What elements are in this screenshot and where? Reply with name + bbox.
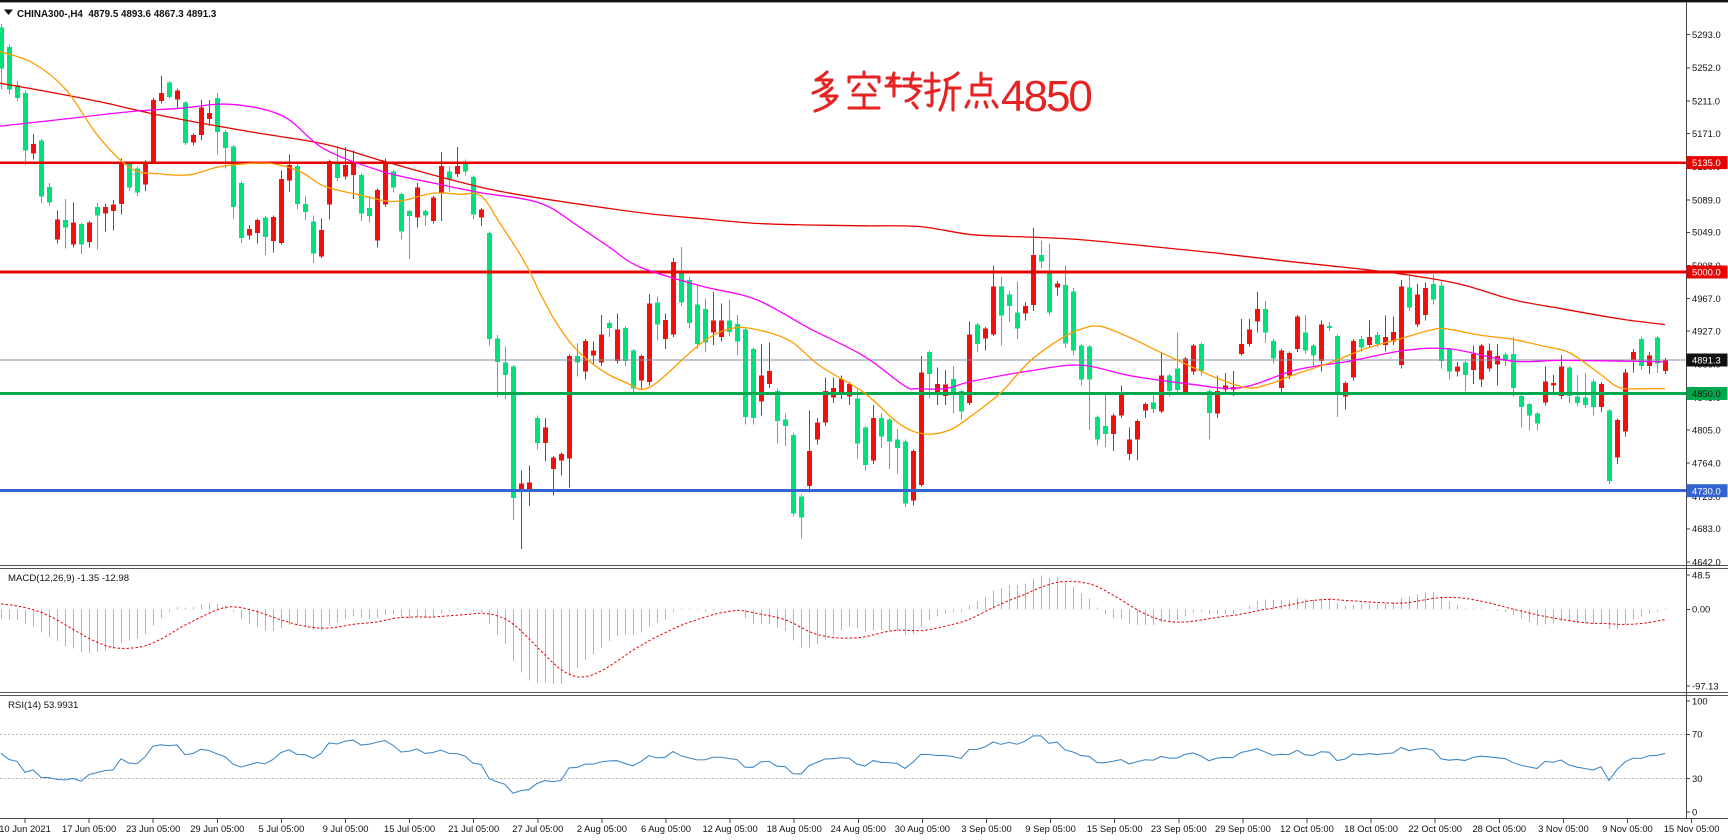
svg-text:4642.0: 4642.0 [1692,556,1721,567]
svg-text:30 Aug 05:00: 30 Aug 05:00 [895,823,950,834]
svg-text:3 Nov 05:00: 3 Nov 05:00 [1538,823,1589,834]
svg-text:100: 100 [1692,695,1708,706]
svg-text:4967.0: 4967.0 [1692,293,1721,304]
svg-text:12 Oct 05:00: 12 Oct 05:00 [1280,823,1334,834]
svg-text:5000.0: 5000.0 [1692,267,1721,278]
svg-text:24 Aug 05:00: 24 Aug 05:00 [831,823,886,834]
svg-text:17 Jun 05:00: 17 Jun 05:00 [62,823,116,834]
svg-text:4891.3: 4891.3 [1692,355,1721,366]
svg-text:5171.0: 5171.0 [1692,128,1721,139]
svg-text:29 Sep 05:00: 29 Sep 05:00 [1215,823,1271,834]
svg-text:MACD(12,26,9) -1.35 -12.98: MACD(12,26,9) -1.35 -12.98 [8,573,129,584]
svg-text:4850.0: 4850.0 [1692,388,1721,399]
svg-text:3 Sep 05:00: 3 Sep 05:00 [961,823,1012,834]
svg-text:4927.0: 4927.0 [1692,326,1721,337]
svg-text:12 Aug 05:00: 12 Aug 05:00 [702,823,757,834]
svg-text:28 Oct 05:00: 28 Oct 05:00 [1472,823,1526,834]
svg-text:RSI(14) 53.9931: RSI(14) 53.9931 [8,700,78,711]
svg-text:5293.0: 5293.0 [1692,29,1721,40]
svg-text:-97.13: -97.13 [1692,680,1719,691]
svg-text:2 Aug 05:00: 2 Aug 05:00 [577,823,627,834]
svg-text:15 Sep 05:00: 15 Sep 05:00 [1087,823,1143,834]
svg-text:27 Jul 05:00: 27 Jul 05:00 [512,823,563,834]
svg-text:21 Jul 05:00: 21 Jul 05:00 [448,823,499,834]
svg-text:23 Jun 05:00: 23 Jun 05:00 [126,823,180,834]
svg-text:4730.0: 4730.0 [1692,485,1721,496]
svg-text:30: 30 [1692,773,1702,784]
svg-text:9 Jul 05:00: 9 Jul 05:00 [323,823,369,834]
svg-text:5049.0: 5049.0 [1692,227,1721,238]
svg-text:5211.0: 5211.0 [1692,95,1720,106]
svg-text:5252.0: 5252.0 [1692,62,1721,73]
svg-text:18 Oct 05:00: 18 Oct 05:00 [1344,823,1398,834]
svg-text:5008.0: 5008.0 [1692,260,1721,271]
svg-text:70: 70 [1692,729,1702,740]
svg-text:5 Jul 05:00: 5 Jul 05:00 [258,823,304,834]
svg-text:4764.0: 4764.0 [1692,458,1721,469]
svg-text:22 Oct 05:00: 22 Oct 05:00 [1408,823,1462,834]
svg-text:4805.0: 4805.0 [1692,424,1721,435]
svg-text:23 Sep 05:00: 23 Sep 05:00 [1151,823,1207,834]
svg-text:CHINA300-,H4 4879.5 4893.6 48: CHINA300-,H4 4879.5 4893.6 4867.3 4891.3 [17,9,217,20]
svg-text:10 Jun 2021: 10 Jun 2021 [0,823,51,834]
svg-text:6 Aug 05:00: 6 Aug 05:00 [641,823,691,834]
svg-text:15 Nov 05:00: 15 Nov 05:00 [1664,823,1720,834]
svg-text:15 Jul 05:00: 15 Jul 05:00 [384,823,435,834]
svg-text:4683.0: 4683.0 [1692,523,1721,534]
svg-text:0.00: 0.00 [1692,604,1710,615]
svg-text:18 Aug 05:00: 18 Aug 05:00 [767,823,822,834]
svg-text:5135.0: 5135.0 [1692,157,1721,168]
svg-text:9 Sep 05:00: 9 Sep 05:00 [1025,823,1076,834]
svg-text:0: 0 [1692,806,1697,817]
svg-text:48.5: 48.5 [1692,569,1710,580]
svg-text:4850: 4850 [1001,72,1091,121]
svg-text:29 Jun 05:00: 29 Jun 05:00 [190,823,244,834]
svg-text:5089.0: 5089.0 [1692,194,1721,205]
svg-text:9 Nov 05:00: 9 Nov 05:00 [1602,823,1653,834]
